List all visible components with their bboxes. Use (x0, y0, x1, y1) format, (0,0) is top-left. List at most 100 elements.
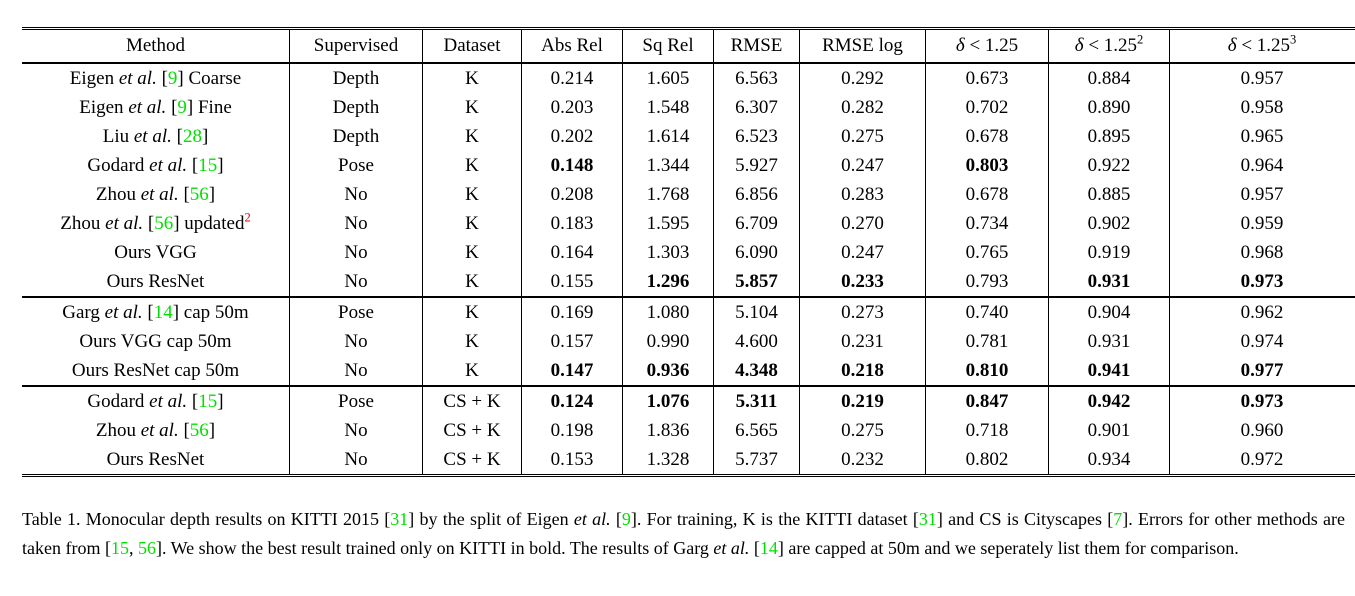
text-segment: ] Coarse (177, 68, 242, 89)
cell-abs-rel: 0.147 (521, 356, 623, 386)
text-segment: Ours VGG cap 50m (79, 331, 232, 352)
cell-delta-2: 0.884 (1048, 63, 1170, 93)
text-segment: 4.600 (735, 331, 778, 352)
text-segment: et al. (105, 213, 144, 234)
cell-rmse: 5.857 (713, 267, 800, 297)
column-header-delta-3: δ < 1.253 (1169, 28, 1355, 63)
cell-dataset: K (422, 327, 522, 356)
text-segment: < 1.25 (964, 35, 1019, 56)
cell-delta-2: 0.934 (1048, 445, 1170, 476)
text-segment: K (465, 360, 479, 381)
table-row: Ours VGG cap 50m No K 0.157 0.990 4.600 0.231 0… (22, 327, 1355, 356)
text-segment: 0.214 (550, 68, 594, 89)
cell-rmse: 6.523 (713, 122, 800, 151)
text-segment: 0.957 (1240, 184, 1284, 205)
cell-delta-3: 0.960 (1169, 416, 1355, 445)
text-segment: Ours VGG (114, 242, 197, 263)
text-segment: et al. (133, 126, 172, 147)
cell-sq-rel: 1.548 (622, 93, 714, 122)
text-segment: 0.247 (841, 242, 884, 263)
text-segment: 0.957 (1240, 68, 1284, 89)
cell-delta-3: 0.977 (1169, 356, 1355, 386)
text-segment: 0.734 (965, 213, 1009, 234)
cell-abs-rel: 0.164 (521, 238, 623, 267)
cell-abs-rel: 0.169 (521, 297, 623, 327)
cell-rmse-log: 0.233 (799, 267, 926, 297)
text-segment: 0.202 (550, 126, 594, 147)
citation-ref: 56 (154, 213, 174, 234)
method-cell: Ours ResNet cap 50m (22, 356, 290, 386)
citation-ref: 7 (1113, 509, 1123, 529)
table-row: Godard et al. [15] Pose K 0.148 1.344 5.927 0.… (22, 151, 1355, 180)
cell-delta-1: 0.673 (925, 63, 1049, 93)
text-segment: 0.282 (841, 97, 884, 118)
text-segment: 0.931 (1087, 271, 1131, 292)
cell-abs-rel: 0.208 (521, 180, 623, 209)
cell-rmse-log: 0.219 (799, 386, 926, 416)
text-segment: ] and CS is Cityscapes [ (936, 509, 1114, 529)
text-segment: Ours ResNet cap 50m (71, 360, 240, 381)
text-segment: 0.232 (841, 449, 884, 470)
text-segment: Garg (62, 302, 105, 323)
method-cell: Eigen et al. [9] Coarse (22, 63, 290, 93)
cell-supervised: Pose (289, 386, 423, 416)
method-cell: Ours ResNet (22, 267, 290, 297)
text-segment: 0.219 (841, 391, 884, 412)
text-segment: K (465, 302, 479, 323)
cell-rmse-log: 0.292 (799, 63, 926, 93)
text-segment: Zhou (60, 213, 106, 234)
cell-delta-2: 0.919 (1048, 238, 1170, 267)
cell-rmse: 5.737 (713, 445, 800, 476)
citation-ref: 56 (137, 538, 156, 558)
text-segment: 0.884 (1087, 68, 1131, 89)
text-segment: 0.941 (1087, 360, 1131, 381)
text-segment: Liu (102, 126, 134, 147)
table-section-1: Eigen et al. [9] Coarse Depth K 0.214 1.605 6… (22, 63, 1355, 297)
text-segment: 0.183 (550, 213, 594, 234)
cell-abs-rel: 0.202 (521, 122, 623, 151)
text-segment: 0.233 (841, 271, 884, 292)
text-segment: 1.328 (646, 449, 690, 470)
text-segment: No (344, 360, 368, 381)
text-segment: 6.090 (735, 242, 778, 263)
text-segment: [ (171, 126, 183, 147)
cell-sq-rel: 1.768 (622, 180, 714, 209)
cell-sq-rel: 1.595 (622, 209, 714, 238)
text-segment: 1.344 (646, 155, 690, 176)
cell-delta-3: 0.965 (1169, 122, 1355, 151)
text-segment: Supervised (313, 35, 399, 56)
text-segment: et al. (128, 97, 167, 118)
cell-sq-rel: 1.344 (622, 151, 714, 180)
text-segment: K (465, 331, 479, 352)
text-segment: 0.902 (1087, 213, 1131, 234)
cell-delta-3: 0.974 (1169, 327, 1355, 356)
text-segment: 5.104 (735, 302, 778, 323)
cell-delta-2: 0.901 (1048, 416, 1170, 445)
text-segment: [ (187, 391, 199, 412)
cell-delta-2: 0.890 (1048, 93, 1170, 122)
cell-dataset: CS + K (422, 386, 522, 416)
text-segment: 0.781 (965, 331, 1009, 352)
text-segment: 0.936 (646, 360, 690, 381)
table-row: Ours VGG No K 0.164 1.303 6.090 0.247 0.765 0.91… (22, 238, 1355, 267)
text-segment: 0.964 (1240, 155, 1284, 176)
cell-delta-1: 0.718 (925, 416, 1049, 445)
text-segment: 0.740 (965, 302, 1009, 323)
column-header-rmse-log: RMSE log (799, 28, 926, 63)
cell-delta-3: 0.959 (1169, 209, 1355, 238)
table-row: Zhou et al. [56] No K 0.208 1.768 6.856 0.283 0… (22, 180, 1355, 209)
cell-abs-rel: 0.155 (521, 267, 623, 297)
cell-sq-rel: 1.836 (622, 416, 714, 445)
text-segment: 0.678 (965, 184, 1009, 205)
table-row: Ours ResNet cap 50m No K 0.147 0.936 4.348 0.2… (22, 356, 1355, 386)
cell-sq-rel: 1.303 (622, 238, 714, 267)
text-segment: No (344, 184, 368, 205)
text-segment: 1.614 (646, 126, 690, 147)
text-segment: 6.856 (735, 184, 778, 205)
text-segment: No (344, 242, 368, 263)
cell-supervised: No (289, 209, 423, 238)
cell-rmse-log: 0.231 (799, 327, 926, 356)
cell-dataset: K (422, 238, 522, 267)
citation-ref: 31 (390, 509, 409, 529)
cell-delta-1: 0.678 (925, 180, 1049, 209)
